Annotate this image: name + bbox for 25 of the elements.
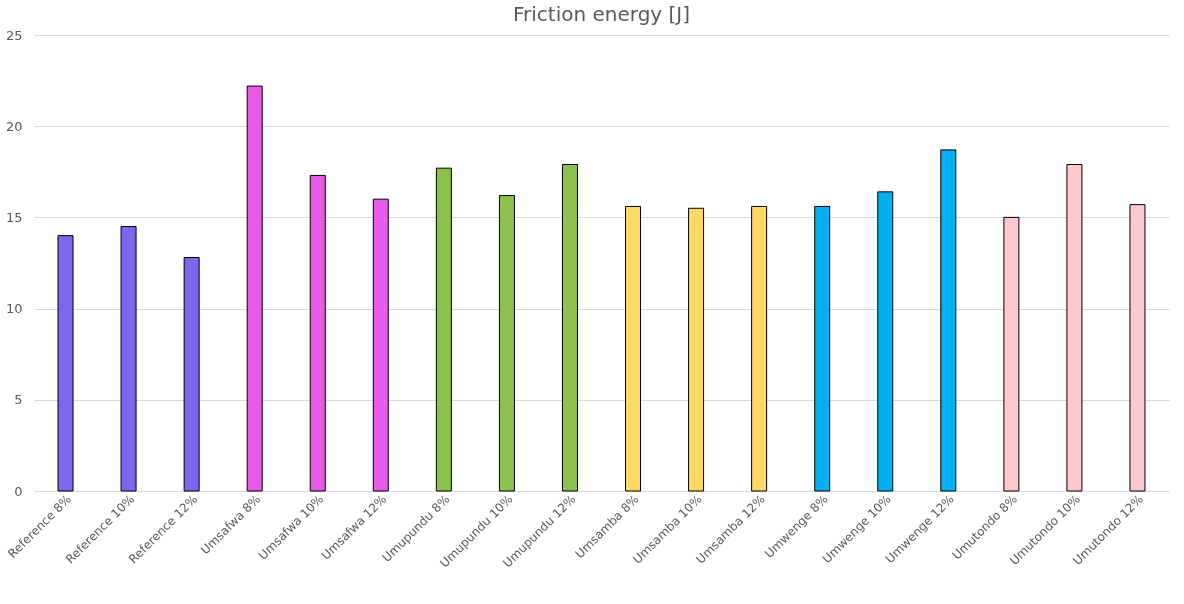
bar	[120, 226, 137, 492]
bar	[1129, 204, 1146, 492]
bar	[625, 205, 642, 492]
chart-title: Friction energy [J]	[512, 2, 691, 26]
bar	[1003, 216, 1020, 492]
bar	[246, 85, 263, 492]
bar	[57, 235, 74, 492]
y-tick-label: 0	[14, 483, 23, 499]
bar	[435, 167, 452, 492]
bar	[751, 205, 768, 492]
bar	[309, 174, 326, 492]
bar	[183, 257, 200, 492]
bar	[688, 207, 705, 492]
bar	[561, 164, 578, 492]
y-tick-label: 15	[5, 209, 23, 225]
bar	[372, 198, 389, 492]
bar	[877, 191, 894, 492]
y-tick-label: 5	[14, 392, 23, 408]
bar	[940, 149, 957, 492]
y-tick-label: 10	[5, 301, 23, 317]
bar	[814, 205, 831, 492]
bar	[1066, 164, 1083, 492]
y-tick-label: 20	[5, 118, 23, 134]
bar	[498, 195, 515, 492]
y-tick-label: 25	[5, 27, 23, 43]
